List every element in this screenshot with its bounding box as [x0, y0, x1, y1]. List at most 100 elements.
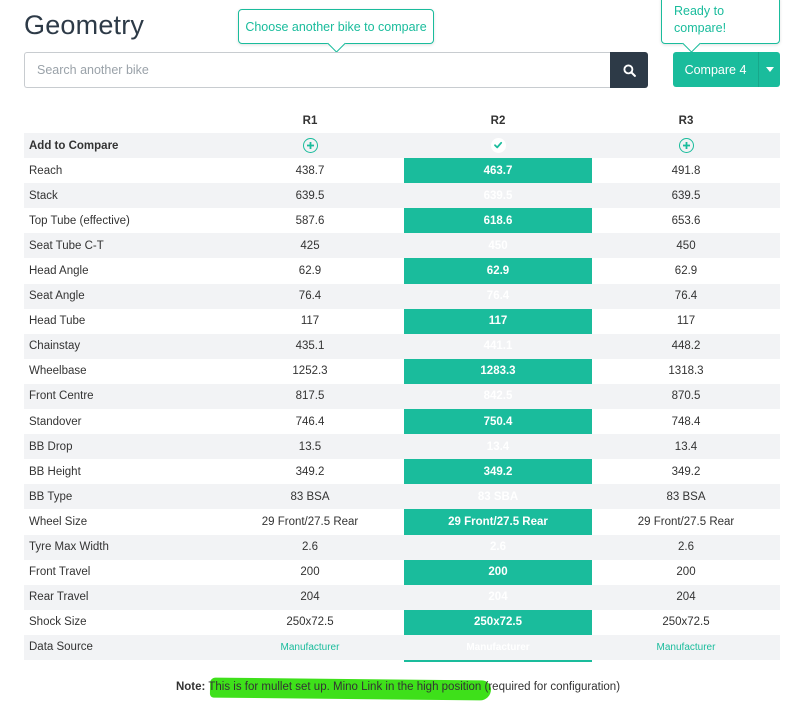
- table-row: Tyre Max Width 2.6 2.6 2.6: [24, 534, 780, 560]
- table-row: Standover 746.4 750.4 748.4: [24, 409, 780, 434]
- cell-r2: 2.6: [490, 541, 506, 554]
- cell-r1: 204: [300, 591, 320, 604]
- cell-r2: 204: [488, 591, 508, 604]
- row-label: BB Height: [29, 465, 81, 478]
- cell-r1: 587.6: [295, 214, 325, 227]
- row-label: Chainstay: [29, 340, 81, 353]
- column-header-r1: R1: [302, 114, 318, 127]
- table-row: Seat Angle 76.4 76.4 76.4: [24, 283, 780, 309]
- cell-r2: 200: [488, 566, 508, 579]
- selected-r2-check-icon[interactable]: [490, 137, 506, 153]
- cell-r2: 250x72.5: [474, 616, 522, 629]
- table-row: Wheelbase 1252.3 1283.3 1318.3: [24, 359, 780, 384]
- row-label: Wheelbase: [29, 365, 87, 378]
- table-row: Front Travel 200 200 200: [24, 560, 780, 585]
- add-r1-plus-icon[interactable]: [302, 138, 318, 154]
- cell-r1: 200: [300, 566, 320, 579]
- ready-text-line1: Ready to: [674, 4, 725, 18]
- data-source-r2-link[interactable]: Manufacturer: [466, 641, 530, 653]
- cell-r1: 438.7: [295, 164, 325, 177]
- row-label: BB Drop: [29, 440, 73, 453]
- cell-r2: 29 Front/27.5 Rear: [448, 515, 548, 528]
- table-row: Top Tube (effective) 587.6 618.6 653.6: [24, 208, 780, 233]
- data-source-r3-link[interactable]: Manufacturer: [656, 641, 716, 653]
- table-row: BB Type 83 BSA 83 SBA 83 BSA: [24, 484, 780, 510]
- cell-r1: 83 BSA: [290, 490, 330, 503]
- cell-r3: 748.4: [671, 415, 701, 428]
- add-r1-cell: [216, 138, 404, 154]
- column-header-r2: R2: [490, 114, 506, 127]
- cell-r1: 1252.3: [292, 365, 328, 378]
- ready-tooltip: Ready to compare!: [661, 0, 780, 44]
- row-label: Head Angle: [29, 265, 89, 278]
- cell-r3: 639.5: [671, 189, 701, 202]
- cell-r2: 349.2: [483, 465, 513, 478]
- compare-dropdown-toggle[interactable]: [758, 52, 780, 87]
- table-row: Reach 438.7 463.7 491.8: [24, 158, 780, 183]
- compare-hint-text: Choose another bike to compare: [245, 19, 427, 34]
- add-to-compare-row: Add to Compare: [24, 133, 780, 159]
- row-label: Shock Size: [29, 616, 87, 629]
- row-label: Rear Travel: [29, 591, 89, 604]
- cell-r2: 76.4: [486, 290, 510, 303]
- cell-r2: 842.5: [483, 390, 513, 403]
- cell-r3: 1318.3: [668, 365, 704, 378]
- cell-r1: 435.1: [295, 340, 325, 353]
- cell-r3: 448.2: [671, 340, 701, 353]
- note-prefix: Note:: [175, 681, 206, 693]
- cell-r3: 250x72.5: [662, 616, 710, 629]
- cell-r3: 204: [676, 591, 696, 604]
- cell-r1: 817.5: [295, 390, 325, 403]
- row-label: Front Travel: [29, 566, 91, 579]
- cell-r1: 250x72.5: [286, 616, 334, 629]
- note-suffix: (required for configuration): [484, 681, 621, 693]
- cell-r3: 2.6: [678, 541, 694, 554]
- cell-r3: 491.8: [671, 164, 701, 177]
- cell-r2: 618.6: [483, 214, 513, 227]
- row-label: Standover: [29, 415, 82, 428]
- cell-r3: 200: [676, 566, 696, 579]
- table-row: Stack 639.5 639.5 639.5: [24, 183, 780, 209]
- configuration-note: Note: This is for mullet set up. Mino Li…: [0, 681, 796, 693]
- search-button[interactable]: [610, 52, 648, 88]
- cell-r1: 425: [300, 239, 320, 252]
- note-highlighted-text: This is for mullet set up. Mino Link in …: [208, 681, 482, 693]
- table-row: Head Tube 117 117 117: [24, 309, 780, 334]
- table-row: BB Height 349.2 349.2 349.2: [24, 459, 780, 484]
- table-row: Head Angle 62.9 62.9 62.9: [24, 258, 780, 283]
- row-label: Seat Angle: [29, 290, 85, 303]
- row-label: Wheel Size: [29, 515, 88, 528]
- cell-r3: 870.5: [671, 390, 701, 403]
- cell-r2: 62.9: [486, 265, 510, 278]
- table-row: Front Centre 817.5 842.5 870.5: [24, 383, 780, 410]
- table-row: BB Drop 13.5 13.4 13.4: [24, 434, 780, 460]
- cell-r2: 463.7: [483, 164, 513, 177]
- cell-r3: 13.4: [674, 440, 698, 453]
- compare-button[interactable]: Compare 4: [673, 52, 758, 87]
- table-row: Rear Travel 204 204 204: [24, 584, 780, 610]
- row-label: Front Centre: [29, 390, 94, 403]
- row-label: Head Tube: [29, 315, 86, 328]
- cell-r2: 450: [488, 239, 508, 252]
- geometry-table: R1 R2 R3 Add to Compare Reach 438.7 463.7 4…: [24, 108, 780, 660]
- cell-r3: 117: [676, 315, 696, 328]
- add-r3-plus-icon[interactable]: [678, 138, 694, 154]
- row-label: Reach: [29, 164, 63, 177]
- cell-r2: 1283.3: [480, 365, 516, 378]
- add-r2-cell: [404, 137, 592, 154]
- data-source-r1-link[interactable]: Manufacturer: [280, 641, 340, 653]
- cell-r1: 639.5: [295, 189, 325, 202]
- search-input[interactable]: [24, 52, 611, 88]
- caret-down-icon: [765, 67, 774, 72]
- cell-r1: 746.4: [295, 415, 325, 428]
- add-r3-cell: [592, 138, 780, 154]
- cell-r1: 13.5: [298, 440, 322, 453]
- cell-r1: 349.2: [295, 465, 325, 478]
- compare-button-label: Compare 4: [684, 62, 747, 77]
- cell-r3: 349.2: [671, 465, 701, 478]
- row-label: Stack: [29, 189, 58, 202]
- row-label: BB Type: [29, 490, 73, 503]
- cell-r3: 76.4: [674, 290, 698, 303]
- data-source-label: Data Source: [29, 641, 93, 654]
- add-to-compare-label: Add to Compare: [29, 139, 119, 152]
